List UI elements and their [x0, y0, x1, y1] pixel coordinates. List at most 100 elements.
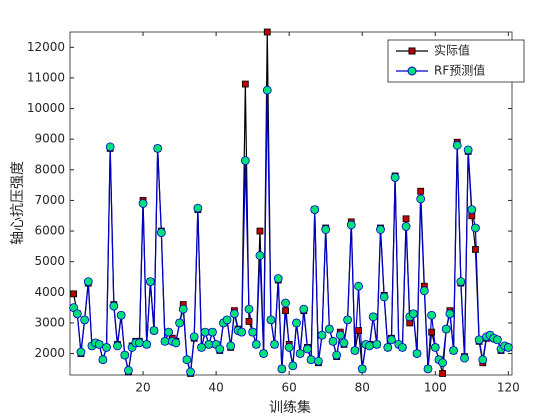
predicted-marker: [299, 304, 309, 314]
predicted-marker: [215, 344, 225, 354]
predicted-marker: [390, 173, 400, 182]
predicted-marker: [365, 341, 374, 351]
predicted-marker: [80, 315, 90, 325]
predicted-marker: [452, 140, 462, 150]
y-tick-label: 7000: [34, 193, 65, 207]
predicted-marker: [145, 277, 155, 286]
predicted-marker: [204, 339, 214, 349]
predicted-marker: [401, 222, 411, 231]
predicted-marker: [317, 330, 327, 340]
predicted-marker: [492, 335, 502, 345]
legend-label: 实际值: [434, 43, 470, 58]
predicted-marker: [295, 349, 305, 358]
predicted-marker: [270, 339, 279, 349]
predicted-marker: [102, 343, 111, 352]
predicted-marker: [262, 85, 272, 95]
x-tick-label: 80: [355, 381, 370, 395]
predicted-marker: [208, 327, 217, 337]
predicted-marker: [142, 339, 152, 349]
predicted-marker: [197, 343, 206, 352]
predicted-marker: [72, 309, 82, 319]
predicted-marker: [120, 350, 130, 360]
y-tick-label: 6000: [34, 224, 65, 238]
predicted-marker: [328, 336, 338, 346]
predicted-marker: [193, 203, 203, 213]
predicted-marker: [438, 358, 447, 368]
predicted-marker: [346, 220, 356, 230]
predicted-marker: [251, 339, 261, 349]
predicted-marker: [182, 355, 192, 365]
x-axis-label: 训练集: [269, 399, 311, 416]
predicted-marker: [463, 145, 473, 155]
predicted-marker: [259, 349, 269, 358]
predicted-marker: [109, 301, 119, 311]
predicted-marker: [113, 341, 122, 351]
predicted-marker: [273, 274, 283, 283]
predicted-marker: [310, 205, 320, 215]
predicted-marker: [138, 199, 148, 208]
predicted-marker: [387, 335, 396, 345]
predicted-marker: [324, 324, 334, 334]
predicted-marker: [423, 364, 433, 374]
predicted-marker: [339, 338, 349, 348]
predicted-marker: [94, 339, 104, 349]
predicted-marker: [313, 356, 323, 366]
predicted-marker: [116, 310, 126, 320]
y-tick-label: 10000: [27, 101, 65, 115]
predicted-marker: [153, 143, 163, 153]
y-tick-label: 11000: [27, 70, 65, 84]
predicted-marker: [288, 361, 298, 371]
predicted-marker: [376, 225, 385, 234]
plot-area: [69, 31, 513, 376]
predicted-marker: [156, 228, 166, 237]
predicted-marker: [281, 298, 290, 308]
predicted-marker: [471, 223, 480, 233]
predicted-marker: [456, 277, 466, 286]
predicted-marker: [383, 343, 393, 352]
predicted-marker: [460, 353, 469, 363]
actual-marker: [472, 246, 479, 253]
actual-marker: [263, 28, 271, 36]
predicted-marker: [135, 338, 144, 348]
actual-marker: [417, 187, 425, 195]
predicted-marker: [321, 225, 331, 234]
actual-marker: [70, 290, 78, 298]
actual-marker: [402, 215, 410, 223]
predicted-marker: [408, 309, 418, 319]
predicted-marker: [266, 315, 276, 325]
predicted-marker: [372, 339, 382, 349]
predicted-marker: [419, 286, 429, 296]
predicted-marker: [98, 355, 108, 365]
predicted-marker: [350, 346, 360, 355]
predicted-marker: [412, 349, 422, 358]
predicted-marker: [76, 347, 86, 357]
predicted-marker: [229, 309, 239, 319]
predicted-marker: [240, 156, 250, 166]
predicted-marker: [467, 205, 477, 215]
predicted-marker: [441, 324, 451, 334]
predicted-marker: [164, 327, 174, 337]
predicted-marker: [292, 318, 301, 328]
predicted-marker: [449, 346, 458, 355]
predicted-marker: [416, 194, 426, 204]
predicted-marker: [105, 142, 115, 152]
predicted-marker: [277, 364, 287, 374]
predicted-marker: [335, 330, 345, 340]
predicted-marker: [445, 309, 455, 319]
predicted-marker: [255, 251, 265, 260]
predicted-marker: [124, 366, 133, 375]
actual-marker: [355, 327, 362, 334]
predicted-marker: [427, 310, 437, 320]
predicted-marker: [354, 281, 363, 291]
y-tick-label: 5000: [34, 254, 65, 268]
predicted-marker: [303, 344, 312, 354]
predicted-marker: [343, 315, 353, 325]
predicted-marker: [200, 327, 210, 337]
predicted-marker: [503, 343, 513, 352]
predicted-marker: [222, 315, 232, 325]
predicted-marker: [368, 312, 378, 322]
predicted-marker: [248, 327, 258, 337]
y-axis-label: 轴心抗压强度: [10, 161, 26, 245]
x-tick-label: 40: [208, 381, 223, 395]
actual-marker: [428, 328, 436, 336]
